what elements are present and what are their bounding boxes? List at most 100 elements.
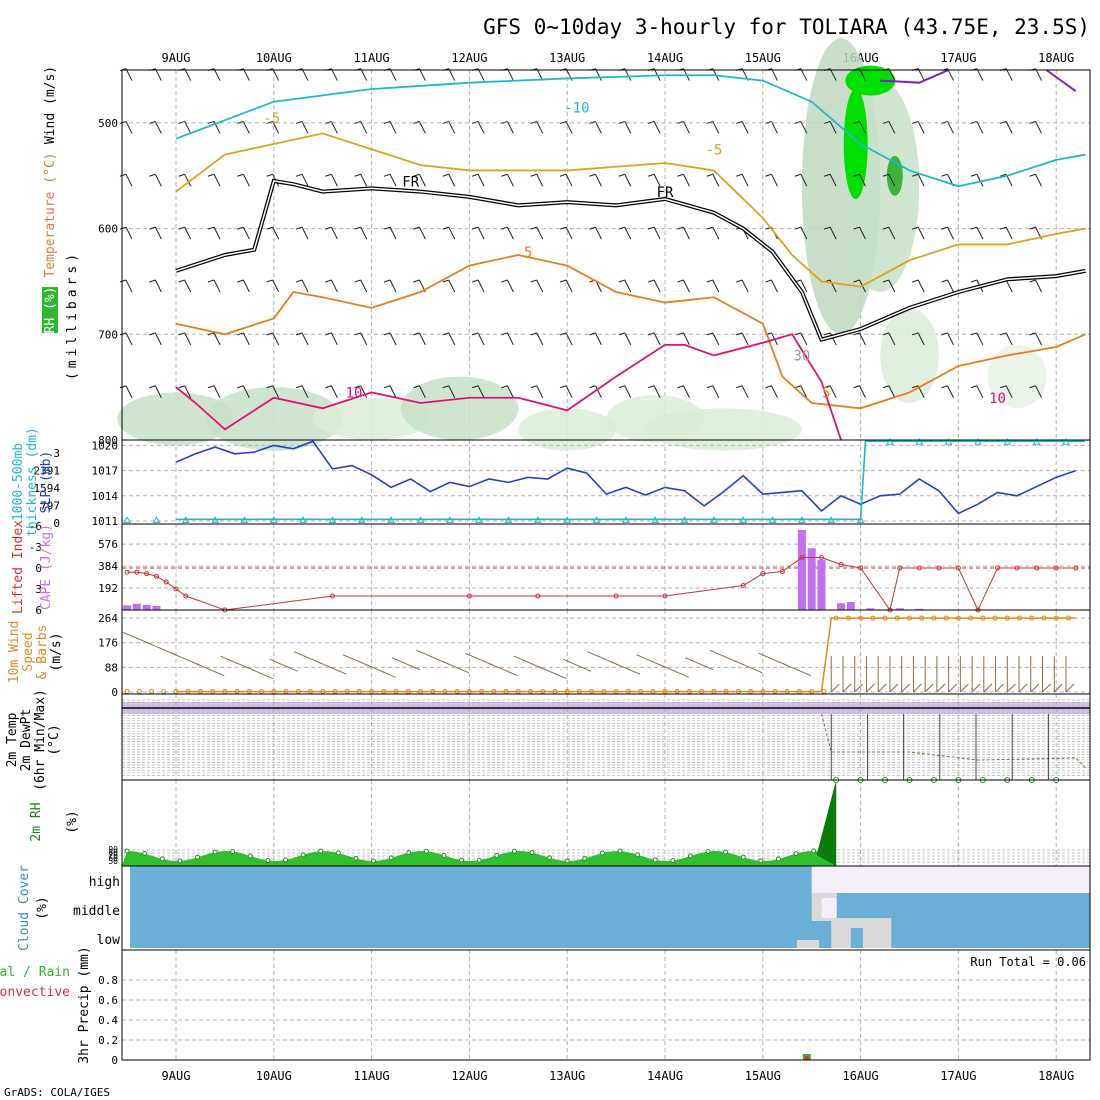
ylabel-wind10m: 10m Wind <box>7 621 22 684</box>
ylabel-precip: 3hr Precip (mm) <box>77 946 92 1063</box>
thickness-marker <box>211 516 220 523</box>
ylabel-temp2m: (°C) <box>47 724 62 755</box>
wind-barb <box>477 121 485 134</box>
wind-marker <box>686 688 692 694</box>
wind-barb <box>184 226 192 240</box>
series-thickness <box>176 440 1085 521</box>
contour-label: 5 <box>822 386 830 402</box>
ylabel-wind10m: Speed <box>21 632 36 671</box>
wind-barb <box>272 332 280 346</box>
wind-barb <box>565 332 573 346</box>
wind-barb <box>295 226 303 230</box>
wind-marker <box>1041 615 1047 621</box>
wind-barb <box>912 120 919 124</box>
rh-marker <box>371 858 377 864</box>
wind-barb <box>266 332 273 336</box>
wind-marker <box>1029 615 1035 621</box>
wind-barb <box>859 332 866 346</box>
wind-barb <box>653 121 661 134</box>
wind-barb <box>917 226 925 240</box>
wind-barb <box>237 279 244 283</box>
wind-barb <box>530 279 537 283</box>
rh-marker <box>617 848 623 854</box>
wind-barb <box>448 121 456 134</box>
rh-tick: 80 <box>108 848 118 857</box>
rh-marker <box>212 849 218 855</box>
wind-marker <box>136 688 142 694</box>
wind-barb <box>647 120 655 124</box>
wind-marker <box>772 688 778 694</box>
wind-marker <box>222 688 228 694</box>
wind-barb <box>442 226 449 230</box>
contour-label: -5 <box>263 111 280 127</box>
wind-barb <box>594 385 602 398</box>
wind-barb <box>330 279 338 293</box>
wind-barb <box>413 385 420 389</box>
wind-barb <box>448 68 456 81</box>
rh-marker <box>406 850 412 856</box>
wind-marker <box>540 688 546 694</box>
wind-barb <box>947 279 954 293</box>
wind-barb <box>888 385 896 398</box>
wind-barb <box>565 279 573 293</box>
wind-barb <box>947 332 954 346</box>
wind-barb <box>647 385 655 389</box>
bottom-date-label: 10AUG <box>256 1069 292 1083</box>
wind-barb <box>360 385 368 398</box>
wind-barb <box>735 332 743 336</box>
dewpt-line <box>820 713 1086 769</box>
li-marker <box>613 593 619 599</box>
wind-barb <box>565 174 573 187</box>
rh-tick: 50 <box>108 857 118 866</box>
wind-barb <box>242 226 250 240</box>
wind-barb <box>501 120 508 124</box>
rh-marker <box>423 848 429 854</box>
rh-marker <box>265 858 271 864</box>
thickness-marker <box>181 516 190 523</box>
wind-barb <box>242 121 250 134</box>
rh-marker <box>335 850 341 856</box>
rh-marker <box>283 857 289 863</box>
li-marker <box>779 569 785 574</box>
wind-barb <box>154 226 162 240</box>
wind-barb <box>735 173 743 177</box>
wind-barb <box>266 385 273 389</box>
precip-tick: 0 <box>111 1054 118 1067</box>
rh-shading <box>400 376 519 440</box>
wind-barb <box>1000 120 1007 124</box>
wind-marker <box>210 688 216 694</box>
wind-barb <box>325 173 332 177</box>
wind-barb <box>207 385 215 389</box>
wind-marker <box>503 688 509 694</box>
wind-barb <box>389 121 397 134</box>
wind-barb <box>125 68 133 81</box>
wind-barb <box>941 385 948 389</box>
slp-tick: 1014 <box>92 490 119 503</box>
wind-barb <box>565 121 573 134</box>
wind-marker <box>638 688 644 694</box>
rh-marker <box>635 852 641 858</box>
thickness-marker <box>739 516 748 523</box>
ylabel-slp: SLP (mb) <box>39 451 54 514</box>
rh-marker <box>247 853 253 859</box>
li-marker <box>535 593 541 599</box>
surface-barb <box>122 631 152 645</box>
thick-tick: 2391 <box>34 465 61 478</box>
wind-barb <box>149 385 156 389</box>
ylabel-cape: CAPE (J/kg) <box>39 524 54 610</box>
rh-marker <box>529 850 535 856</box>
wind-barb <box>301 279 309 293</box>
contour-label: 10 <box>989 391 1006 407</box>
wind-barb <box>706 385 713 389</box>
wind-marker <box>699 688 705 694</box>
rh-tick: 60 <box>108 854 118 863</box>
rh-tick: 90 <box>108 845 118 854</box>
wind-marker <box>124 688 130 694</box>
wind-barb <box>325 279 332 283</box>
li-marker <box>799 555 805 560</box>
surface-barb <box>842 683 852 693</box>
wind-barb <box>735 385 743 389</box>
li-marker <box>134 569 140 575</box>
wind-barb <box>506 174 514 187</box>
